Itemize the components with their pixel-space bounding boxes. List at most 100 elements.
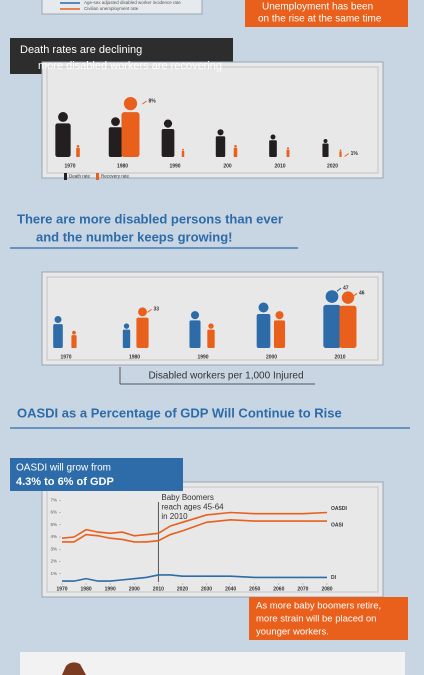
legend-label: Recovery rate bbox=[101, 174, 130, 179]
person-head bbox=[182, 148, 184, 151]
x-tick-label: 2030 bbox=[201, 586, 212, 592]
person-body bbox=[339, 151, 342, 157]
value-label: 1% bbox=[351, 151, 359, 157]
person bbox=[269, 134, 277, 157]
callout-text: Unemployment has been bbox=[262, 2, 373, 13]
x-tick-label: 2020 bbox=[327, 163, 338, 169]
x-tick-label: 2070 bbox=[297, 586, 308, 592]
series-label: DI bbox=[331, 575, 337, 581]
x-tick-label: 2040 bbox=[225, 586, 236, 592]
person-head bbox=[286, 147, 290, 150]
person-body bbox=[339, 305, 357, 348]
person-body bbox=[76, 148, 80, 157]
person bbox=[233, 145, 238, 157]
person-body bbox=[233, 148, 238, 157]
person-body bbox=[207, 329, 215, 348]
note-text: younger workers. bbox=[256, 627, 329, 638]
person-head bbox=[325, 290, 339, 303]
person-head bbox=[275, 311, 284, 320]
series-line bbox=[61, 511, 328, 540]
callout-text: on the rise at the same time bbox=[258, 14, 382, 25]
person bbox=[286, 147, 290, 157]
panel-frame bbox=[46, 276, 379, 361]
x-tick-label: 2000 bbox=[129, 586, 140, 592]
note-box bbox=[249, 597, 408, 640]
person bbox=[55, 112, 71, 157]
person bbox=[181, 148, 185, 157]
x-tick-label: 2010 bbox=[274, 163, 285, 169]
person-body bbox=[215, 136, 226, 157]
person-body bbox=[269, 140, 277, 157]
chart-title: There are more disabled persons than eve… bbox=[17, 211, 283, 226]
person bbox=[339, 291, 357, 348]
person-head bbox=[72, 330, 76, 335]
person-head bbox=[76, 145, 80, 148]
person-head bbox=[323, 139, 328, 143]
person-head bbox=[111, 117, 120, 126]
person-body bbox=[286, 149, 290, 157]
x-tick-label: 2080 bbox=[321, 586, 332, 592]
person-head bbox=[208, 323, 214, 329]
series-line bbox=[62, 574, 327, 582]
person bbox=[71, 330, 77, 348]
person bbox=[122, 323, 131, 348]
person-head bbox=[341, 291, 355, 304]
y-tick-label: 2% bbox=[50, 559, 57, 564]
person-body bbox=[256, 314, 271, 348]
x-tick-label: 2010 bbox=[153, 586, 164, 592]
person-body bbox=[322, 143, 329, 157]
legend-label: Age-sex adjusted disabled worker inciden… bbox=[84, 0, 181, 5]
person-body bbox=[121, 112, 140, 157]
icon bbox=[62, 662, 86, 675]
person-body bbox=[181, 150, 185, 157]
person-body bbox=[71, 335, 77, 348]
annotation-text: in 2010 bbox=[161, 512, 188, 521]
person bbox=[53, 316, 63, 348]
x-tick-label: 1980 bbox=[129, 354, 140, 360]
y-tick-label: 4% bbox=[50, 534, 57, 539]
person-head bbox=[138, 307, 147, 317]
legend-box bbox=[41, 0, 203, 15]
x-tick-label: 1980 bbox=[117, 163, 128, 169]
x-tick-label: 1980 bbox=[81, 586, 92, 592]
series-label: OASI bbox=[331, 522, 344, 528]
person bbox=[189, 311, 201, 348]
x-tick-label: 2000 bbox=[266, 354, 277, 360]
x-tick-label: 2060 bbox=[273, 586, 284, 592]
person-head bbox=[234, 145, 237, 148]
person bbox=[207, 323, 215, 348]
person-body bbox=[53, 324, 63, 348]
y-tick-label: 7% bbox=[50, 497, 57, 502]
x-tick-label: 1990 bbox=[105, 586, 116, 592]
y-tick-label: 3% bbox=[50, 546, 57, 551]
person bbox=[136, 307, 149, 348]
person bbox=[322, 139, 329, 157]
person-body bbox=[122, 329, 131, 348]
person-body bbox=[273, 320, 286, 348]
person bbox=[256, 302, 271, 348]
legend-label: Civilian unemployment rate bbox=[84, 6, 139, 11]
person-body bbox=[161, 128, 175, 157]
chart-title: OASDI as a Percentage of GDP Will Contin… bbox=[17, 405, 342, 420]
person-body bbox=[55, 123, 71, 157]
person-head bbox=[54, 316, 62, 324]
x-tick-label: 2020 bbox=[177, 586, 188, 592]
person-body bbox=[189, 320, 201, 348]
person-head bbox=[58, 112, 68, 122]
person-body bbox=[108, 127, 123, 157]
label-pointer bbox=[352, 293, 358, 297]
person bbox=[121, 97, 140, 157]
annotation-text: reach ages 45-64 bbox=[161, 503, 224, 512]
note-text: more strain will be placed on bbox=[256, 614, 376, 625]
x-tick-label: 1990 bbox=[197, 354, 208, 360]
note-text: As more baby boomers retire, bbox=[256, 601, 381, 612]
person-head bbox=[123, 97, 138, 111]
caption: Disabled workers per 1,000 Injured bbox=[148, 371, 303, 382]
x-tick-label: 1990 bbox=[169, 163, 180, 169]
y-tick-label: 5% bbox=[50, 522, 57, 527]
series-label: OASDI bbox=[331, 506, 347, 512]
legend-swatch bbox=[64, 173, 67, 180]
x-tick-label: 1970 bbox=[60, 354, 71, 360]
label-pointer bbox=[142, 100, 147, 105]
value-label: 8% bbox=[149, 98, 157, 104]
